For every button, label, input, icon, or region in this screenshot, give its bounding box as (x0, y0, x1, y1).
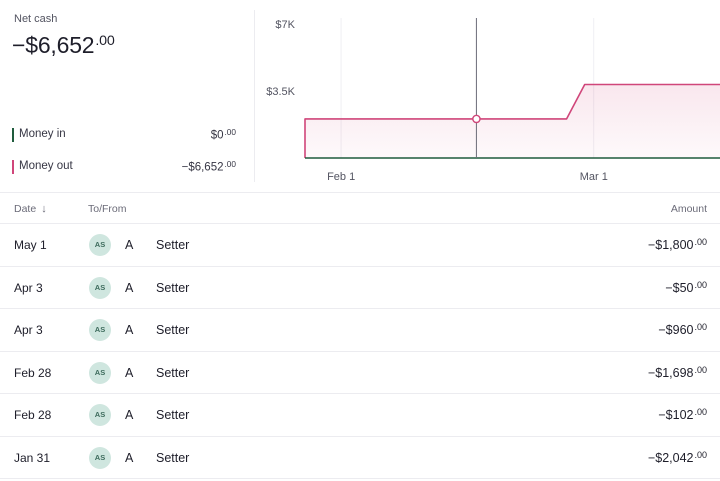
net-cash-value: −$6,652.00 (12, 32, 115, 59)
avatar: AS (89, 361, 111, 384)
date-column-header[interactable]: Date ↓ (14, 203, 47, 215)
amount-value: −$960 (658, 323, 694, 338)
y-tick-label: $7K (275, 19, 295, 31)
to-from-column-header: To/From (88, 203, 127, 215)
name-gap (134, 232, 153, 266)
summary-divider (254, 10, 255, 182)
money-out-row[interactable]: Money out −$6,652.00 (12, 159, 236, 175)
amount-cents: .00 (694, 237, 707, 247)
amount-value: −$102 (658, 408, 694, 423)
amount-value: −$2,042 (647, 450, 694, 465)
money-out-label: Money out (19, 160, 73, 172)
sort-descending-icon[interactable]: ↓ (41, 203, 47, 215)
amount-cents: .00 (694, 407, 707, 417)
money-in-cents: .00 (224, 128, 237, 137)
net-cash-cents: .00 (95, 33, 115, 50)
counterparty-first-name: A (125, 450, 134, 465)
transaction-date: Feb 28 (14, 408, 52, 422)
money-in-label: Money in (19, 128, 66, 140)
net-cash-summary: Net cash −$6,652.00 Money in $0.00 Money… (0, 0, 255, 188)
money-out-color-bar (12, 160, 14, 174)
transaction-date: Feb 28 (14, 365, 52, 380)
net-cash-label: Net cash (14, 13, 58, 25)
avatar: AS (89, 319, 111, 341)
row-divider (0, 393, 720, 394)
avatar: AS (89, 404, 111, 426)
transaction-amount: −$960.00 (658, 322, 707, 337)
name-gap (134, 444, 153, 479)
transaction-date: Apr 3 (14, 280, 43, 295)
counterparty-first-name: A (125, 238, 134, 252)
transaction-amount: −$2,042.00 (648, 450, 707, 465)
x-tick-label: Feb 1 (327, 171, 355, 183)
counterparty-last-name: Setter (156, 238, 190, 252)
transaction-row[interactable]: Apr 3 AS A Setter −$50.00 (0, 267, 720, 309)
transactions-list: May 1 AS A Setter −$1,800.00 Apr 3 AS A … (0, 224, 720, 479)
cash-flow-chart-svg[interactable]: $7K $3.5K Feb 1 Mar 1 (256, 0, 720, 192)
x-tick-label: Mar 1 (580, 171, 608, 183)
money-out-line (304, 83, 720, 158)
row-divider (0, 308, 720, 309)
money-out-value: −$6,652.00 (182, 160, 236, 174)
amount-cents: .00 (694, 449, 707, 460)
amount-value: −$1,698 (647, 365, 694, 380)
transaction-amount: −$50.00 (665, 280, 707, 295)
amount-cents: .00 (694, 322, 707, 332)
row-divider (0, 350, 720, 352)
y-tick-label: $3.5K (266, 86, 295, 98)
date-header-label: Date (14, 203, 37, 215)
money-in-color-bar (12, 128, 14, 142)
net-cash-amount: −$6,652 (12, 32, 95, 58)
transaction-row[interactable]: Jan 31 AS A Setter −$2,042.00 (0, 437, 720, 479)
transaction-date: Jan 31 (14, 450, 51, 465)
transaction-amount: −$1,800.00 (648, 237, 707, 252)
money-in-value: $0.00 (211, 128, 236, 142)
counterparty-last-name: Setter (156, 450, 190, 465)
transaction-date: Apr 3 (14, 323, 43, 337)
avatar: AS (89, 276, 111, 299)
name-gap (134, 359, 153, 394)
transaction-row[interactable]: Feb 28 AS A Setter −$102.00 (0, 394, 720, 437)
row-divider (0, 265, 720, 267)
amount-value: −$50 (665, 280, 694, 295)
counterparty-first-name: A (125, 323, 134, 337)
transaction-amount: −$102.00 (658, 407, 707, 422)
transaction-row[interactable]: Apr 3 AS A Setter −$960.00 (0, 309, 720, 352)
transactions-table-header: Date ↓ To/From Amount (0, 193, 720, 224)
amount-column-header: Amount (670, 203, 707, 215)
avatar: AS (89, 234, 111, 256)
cash-flow-chart[interactable]: $7K $3.5K Feb 1 Mar 1 (256, 0, 720, 192)
counterparty-last-name: Setter (156, 365, 190, 380)
counterparty-first-name: A (125, 365, 134, 380)
name-gap (134, 402, 153, 436)
row-divider (0, 478, 720, 479)
transaction-row[interactable]: May 1 AS A Setter −$1,800.00 (0, 224, 720, 267)
amount-value: −$1,800 (647, 238, 694, 253)
transaction-amount: −$1,698.00 (648, 365, 707, 380)
money-out-area (305, 84, 720, 158)
name-gap (134, 274, 153, 309)
chart-table-separator (0, 192, 720, 193)
money-out-amount: −$6,652 (181, 161, 224, 174)
counterparty-last-name: Setter (156, 408, 190, 422)
money-in-row[interactable]: Money in $0.00 (12, 127, 236, 143)
counterparty-first-name: A (125, 280, 134, 295)
avatar: AS (89, 446, 111, 469)
transaction-date: May 1 (14, 238, 47, 252)
amount-cents: .00 (694, 279, 707, 290)
counterparty-last-name: Setter (156, 323, 190, 337)
counterparty-first-name: A (125, 408, 134, 422)
money-in-amount: $0 (210, 129, 224, 142)
money-out-cents: .00 (224, 160, 237, 169)
counterparty-last-name: Setter (156, 280, 190, 295)
amount-cents: .00 (694, 364, 707, 375)
row-divider (0, 435, 720, 437)
name-gap (134, 317, 153, 351)
transaction-row[interactable]: Feb 28 AS A Setter −$1,698.00 (0, 352, 720, 394)
hover-marker (472, 114, 481, 124)
